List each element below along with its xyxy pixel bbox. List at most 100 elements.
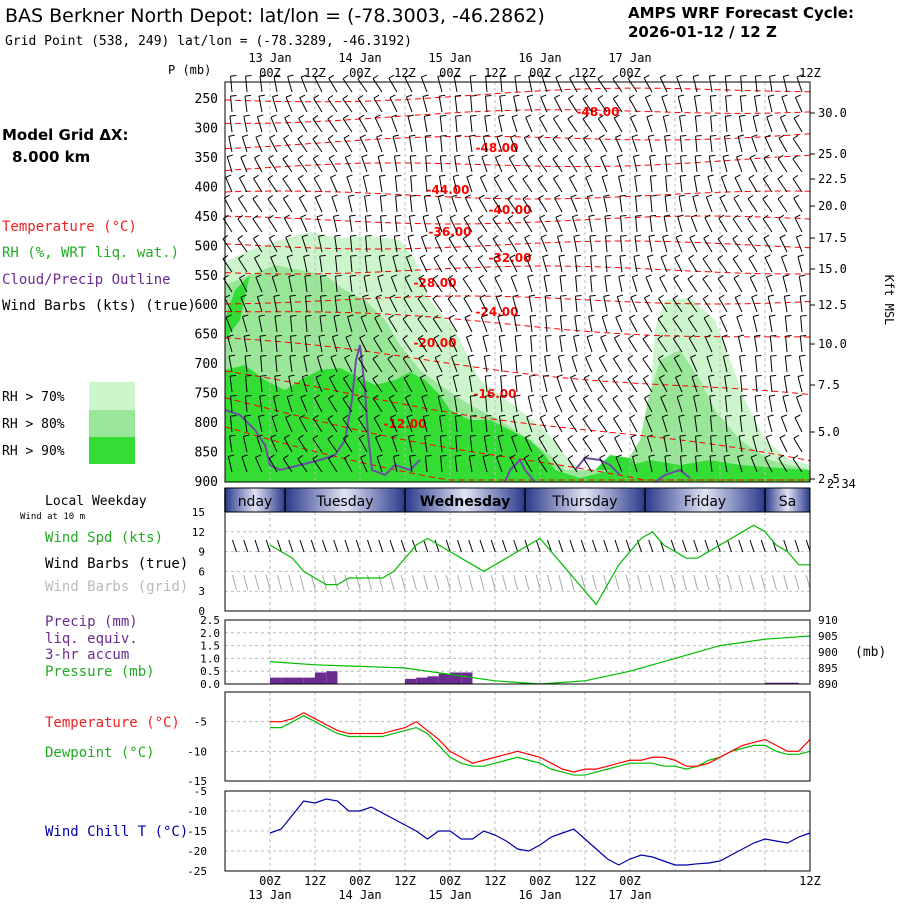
wind-barb xyxy=(633,256,638,273)
wind-barb xyxy=(267,198,278,213)
wind-barb-flag xyxy=(634,234,642,237)
wind-barb xyxy=(402,318,413,333)
wind-barb-flag xyxy=(285,414,292,418)
wind-barb xyxy=(645,417,653,433)
true-barb xyxy=(479,539,485,553)
wind-barb-flag xyxy=(303,254,310,257)
wind-barb-flag xyxy=(404,274,411,279)
wind-barb xyxy=(613,337,623,353)
wind-barb xyxy=(798,356,803,373)
wind-barb xyxy=(752,116,758,133)
wind-barb xyxy=(425,156,428,173)
true-barb xyxy=(783,539,789,553)
wind-barb-flag xyxy=(380,215,387,217)
wind-barb-flag xyxy=(407,114,414,117)
wind-barb xyxy=(275,336,278,353)
wind-barb-flag xyxy=(796,74,803,78)
wind-barb xyxy=(469,116,473,133)
wind-barb xyxy=(419,257,428,273)
pressure-tick-label: 890 xyxy=(818,678,838,691)
wind-barb xyxy=(237,238,248,253)
wind-barb-flag xyxy=(230,395,237,397)
wind-barb-flag xyxy=(327,134,334,140)
wind-barb xyxy=(237,198,248,213)
wind-barb-flag xyxy=(312,114,319,120)
true-barb xyxy=(333,539,339,553)
grid-barb xyxy=(232,574,237,591)
wind-barb-flag xyxy=(282,155,289,160)
precip-bar xyxy=(765,682,777,684)
wind-barb xyxy=(349,216,353,233)
wind-barb-flag xyxy=(304,274,311,277)
wind-barb-flag xyxy=(615,314,622,318)
wind-barb-flag xyxy=(388,74,395,79)
wind-barb xyxy=(783,296,788,313)
wind-barb-flag xyxy=(319,314,327,317)
wind-barb-flag xyxy=(377,274,384,278)
precip-accum-label: 3-hr accum xyxy=(45,647,129,663)
pressure-tick-label: 895 xyxy=(818,662,838,675)
wind-barb xyxy=(342,78,353,93)
pressure-tick-label: 900 xyxy=(818,646,838,659)
y-tick-label: -15 xyxy=(187,825,207,838)
wind-barb-flag xyxy=(223,274,229,279)
wind-barb xyxy=(312,118,323,133)
wind-barb-flag xyxy=(635,215,642,217)
true-barb xyxy=(457,539,462,553)
wind-barb xyxy=(724,76,728,93)
wind-barb-flag xyxy=(599,454,606,459)
wind-barb-flag xyxy=(733,274,740,279)
wind-barb xyxy=(333,316,338,333)
true-barb xyxy=(738,539,744,553)
wind-barb-flag xyxy=(373,94,380,99)
wind-barb-flag xyxy=(304,334,311,337)
wind-barb xyxy=(334,296,338,313)
wind-barb xyxy=(792,178,803,193)
wind-barb xyxy=(482,336,488,353)
precip-bar xyxy=(450,672,462,684)
wind-barb xyxy=(767,416,773,433)
wind-barb xyxy=(418,357,428,373)
wind-barb-flag xyxy=(316,214,323,218)
weekday-segment xyxy=(645,488,765,512)
wind-barb-flag xyxy=(568,94,574,99)
wind-barb-flag xyxy=(373,414,380,419)
wind-barb xyxy=(252,238,263,253)
wind-barb-flag xyxy=(615,134,622,138)
wind-barb xyxy=(619,256,623,273)
wind-barb xyxy=(777,178,788,193)
wind-barb xyxy=(477,258,488,273)
wind-barb-flag xyxy=(687,314,694,320)
wind-barb xyxy=(740,396,743,413)
wind-barb xyxy=(342,98,353,113)
wind-barb xyxy=(629,117,638,133)
pressure-tick-label: 450 xyxy=(195,210,218,225)
wind-barb xyxy=(432,278,443,293)
wind-barb-flag xyxy=(375,434,382,438)
kft-bottom-label: 2.34 xyxy=(827,477,856,491)
wind-barb-flag xyxy=(738,334,745,337)
wind-barb xyxy=(597,398,608,413)
wind-barb-flag xyxy=(360,314,367,318)
wind-barb-flag xyxy=(497,434,505,437)
wind-barb-flag xyxy=(230,414,237,417)
wind-barb-flag xyxy=(780,114,786,118)
wind-barb xyxy=(598,357,608,373)
wind-barb xyxy=(379,236,383,253)
wind-barb xyxy=(318,236,323,253)
wind-barb xyxy=(432,318,443,333)
wind-barb-flag xyxy=(406,94,413,98)
wind-barb-flag xyxy=(710,94,717,97)
wind-barb xyxy=(512,416,518,433)
wind-barb-flag xyxy=(573,234,580,237)
wind-barb-flag xyxy=(228,354,236,357)
wind-barb xyxy=(659,77,668,93)
wind-barb xyxy=(569,77,578,93)
wind-barb-flag xyxy=(258,94,265,97)
wind-barb xyxy=(437,76,443,93)
wind-barb-flag xyxy=(328,394,334,399)
wind-barb xyxy=(494,277,503,293)
wind-barb xyxy=(407,236,413,253)
wind-barb-flag xyxy=(597,395,604,400)
wind-barb xyxy=(365,236,368,253)
